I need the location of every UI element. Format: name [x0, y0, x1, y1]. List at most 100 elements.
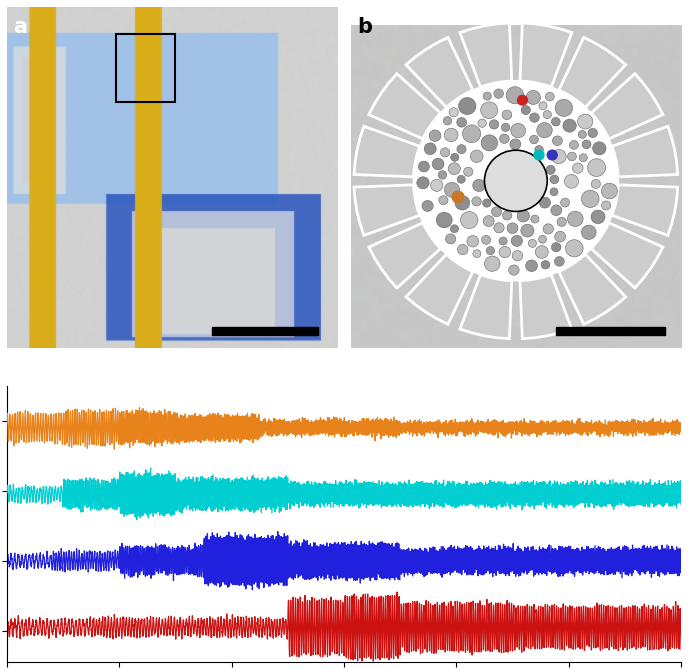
Circle shape	[512, 251, 523, 261]
Circle shape	[446, 234, 456, 244]
Circle shape	[581, 190, 599, 207]
Polygon shape	[413, 81, 619, 281]
Circle shape	[601, 201, 611, 210]
Circle shape	[452, 191, 464, 203]
Polygon shape	[520, 275, 572, 339]
Circle shape	[539, 102, 547, 110]
Circle shape	[570, 140, 579, 149]
Circle shape	[506, 87, 524, 104]
Circle shape	[502, 110, 512, 120]
Polygon shape	[591, 223, 663, 288]
Circle shape	[566, 240, 583, 257]
Circle shape	[429, 130, 441, 141]
Circle shape	[530, 113, 539, 122]
Circle shape	[508, 265, 519, 275]
Circle shape	[440, 148, 450, 157]
Circle shape	[535, 146, 544, 154]
Circle shape	[578, 114, 593, 129]
Circle shape	[444, 128, 458, 142]
Circle shape	[458, 98, 476, 114]
Circle shape	[511, 235, 522, 246]
Circle shape	[444, 183, 460, 197]
Circle shape	[499, 246, 510, 258]
Circle shape	[517, 96, 528, 105]
Circle shape	[502, 211, 512, 220]
Circle shape	[448, 163, 460, 175]
Circle shape	[417, 177, 429, 189]
Circle shape	[457, 145, 466, 154]
Circle shape	[578, 130, 586, 138]
Circle shape	[539, 197, 550, 208]
Polygon shape	[612, 126, 678, 177]
Polygon shape	[591, 74, 663, 139]
Circle shape	[510, 139, 521, 150]
Circle shape	[591, 210, 605, 223]
Circle shape	[457, 118, 466, 127]
Circle shape	[451, 225, 458, 233]
Polygon shape	[406, 37, 473, 108]
Circle shape	[588, 159, 605, 177]
Circle shape	[432, 158, 444, 170]
Circle shape	[517, 210, 530, 222]
Circle shape	[491, 207, 502, 217]
Circle shape	[555, 257, 564, 266]
Circle shape	[550, 175, 559, 184]
Circle shape	[458, 244, 468, 255]
Circle shape	[551, 205, 561, 215]
Circle shape	[572, 163, 583, 173]
Circle shape	[481, 135, 497, 151]
Circle shape	[422, 201, 433, 211]
Circle shape	[528, 240, 537, 248]
Circle shape	[555, 231, 566, 242]
Circle shape	[484, 256, 500, 272]
Circle shape	[483, 92, 491, 100]
Text: a: a	[14, 17, 28, 37]
Bar	[555, 327, 665, 334]
Circle shape	[568, 211, 583, 227]
Circle shape	[588, 128, 597, 138]
Circle shape	[457, 175, 465, 183]
Circle shape	[486, 246, 495, 255]
Circle shape	[552, 136, 562, 146]
Polygon shape	[460, 275, 512, 339]
Circle shape	[537, 122, 552, 138]
Circle shape	[546, 92, 555, 101]
Circle shape	[568, 152, 577, 161]
Circle shape	[601, 183, 617, 199]
Circle shape	[449, 108, 458, 117]
Polygon shape	[354, 126, 420, 177]
Circle shape	[431, 179, 443, 191]
Polygon shape	[559, 37, 625, 108]
Circle shape	[530, 135, 539, 144]
Polygon shape	[369, 223, 440, 288]
Circle shape	[581, 225, 596, 240]
Circle shape	[592, 142, 606, 155]
Circle shape	[451, 153, 459, 161]
Circle shape	[478, 119, 486, 127]
Circle shape	[502, 123, 510, 132]
Circle shape	[482, 235, 491, 244]
Circle shape	[551, 243, 561, 252]
Circle shape	[489, 120, 499, 129]
Circle shape	[547, 151, 557, 160]
Circle shape	[510, 123, 526, 138]
Polygon shape	[520, 23, 572, 87]
Polygon shape	[460, 23, 512, 87]
Circle shape	[551, 118, 560, 126]
Circle shape	[552, 149, 566, 164]
Polygon shape	[354, 185, 420, 235]
Polygon shape	[369, 74, 440, 139]
Circle shape	[467, 235, 479, 247]
Polygon shape	[406, 254, 473, 324]
Polygon shape	[559, 254, 625, 324]
Circle shape	[481, 102, 497, 118]
Bar	[116, 34, 175, 102]
Circle shape	[443, 116, 452, 125]
Circle shape	[541, 260, 550, 269]
Circle shape	[494, 89, 504, 98]
Circle shape	[473, 179, 485, 191]
Circle shape	[526, 90, 541, 104]
Circle shape	[439, 196, 448, 205]
Circle shape	[546, 165, 555, 175]
Circle shape	[436, 212, 452, 228]
